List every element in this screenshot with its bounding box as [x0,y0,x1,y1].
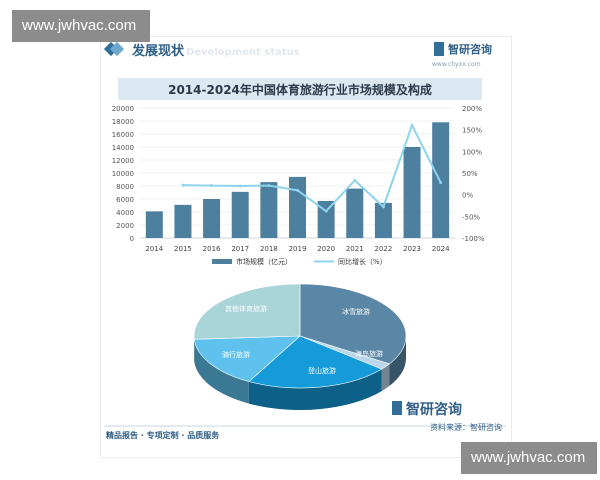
footer-left-text: 精品报告 · 专项定制 · 品质服务 [106,430,220,440]
bar [403,147,421,238]
pie-slice-label: 其他体育旅游 [225,304,267,313]
growth-point [181,183,185,187]
x-tick-label: 2019 [289,245,307,253]
growth-point [324,209,328,213]
y-left-tick-label: 20000 [112,105,134,113]
x-tick-label: 2014 [145,245,163,253]
y-left-tick-label: 6000 [116,196,134,204]
pie-slice-label: 登山旅游 [308,366,336,375]
legend-label-line: 同比增长（%） [338,257,387,266]
y-right-tick-label: 200% [462,105,482,113]
bar [260,182,278,238]
y-left-tick-label: 8000 [116,183,134,191]
x-tick-label: 2021 [346,245,364,253]
chart-title: 2014-2024年中国体育旅游行业市场规模及构成 [168,82,432,97]
y-left-tick-label: 0 [130,235,134,243]
bar [317,200,335,238]
growth-point [353,178,357,182]
y-right-tick-label: 100% [462,148,482,156]
y-right-tick-label: 50% [462,170,478,178]
growth-point [381,205,385,209]
y-left-tick-label: 18000 [112,118,134,126]
x-tick-label: 2024 [432,245,450,253]
pie-slice-side [389,336,406,386]
header-logo: 智研咨询 [448,42,492,56]
y-right-tick-label: 0% [462,192,473,200]
y-right-tick-label: -100% [462,235,485,243]
bar [374,202,392,238]
watermark-bottom: www.jwhvac.com [461,442,597,474]
footer-source: 资料来源：智研咨询 [430,422,502,432]
x-tick-label: 2020 [317,245,335,253]
header-url: www.chyxx.com [432,61,481,68]
bar [203,199,221,238]
bar [346,188,364,238]
bar [289,176,306,238]
x-tick-label: 2018 [260,245,278,253]
growth-point [439,181,443,185]
pie-slice-side [194,339,249,404]
chart-title-band [118,78,482,100]
y-left-tick-label: 10000 [112,170,134,178]
bar [174,204,192,238]
footer-logo-icon [392,401,402,415]
pie-slice [248,335,383,389]
header-title: 发展现状 [131,43,185,59]
x-tick-label: 2015 [174,245,192,253]
footer-logo: 智研咨询 [405,401,462,418]
pie-slice-side [248,369,382,411]
watermark-top: www.jwhvac.com [12,10,150,42]
pie-slice [193,283,301,340]
growth-line [182,122,442,213]
legend-swatch-bar [212,259,232,264]
bar [145,211,163,238]
x-tick-label: 2017 [231,245,249,253]
growth-point [238,184,242,188]
x-tick-label: 2023 [403,245,421,253]
growth-point [296,188,299,192]
pie-slice-label: 海岛旅游 [355,349,383,358]
bar [231,191,249,238]
brand-logo-icon [434,42,444,56]
y-left-tick-label: 2000 [116,222,134,230]
y-right-tick-label: 150% [462,127,482,135]
growth-point [410,123,414,127]
pie-slice-side [381,363,390,392]
pie-slice [299,283,407,365]
bar [432,122,450,238]
y-right-tick-label: -50% [462,213,480,221]
pie-slice-label: 骑行旅游 [222,350,250,359]
header-subtitle: Development status [186,47,300,58]
growth-point [210,184,214,188]
y-left-tick-label: 4000 [116,209,134,217]
legend-label-bar: 市场规模（亿元） [236,257,292,266]
y-left-tick-label: 14000 [112,144,134,152]
y-left-tick-label: 12000 [112,157,134,165]
growth-point [267,184,271,188]
pie-slice [193,335,301,382]
pie-slice-label: 冰雪旅游 [342,307,370,316]
y-left-tick-label: 16000 [112,131,134,139]
x-tick-label: 2016 [203,245,221,253]
x-tick-label: 2022 [374,245,392,253]
